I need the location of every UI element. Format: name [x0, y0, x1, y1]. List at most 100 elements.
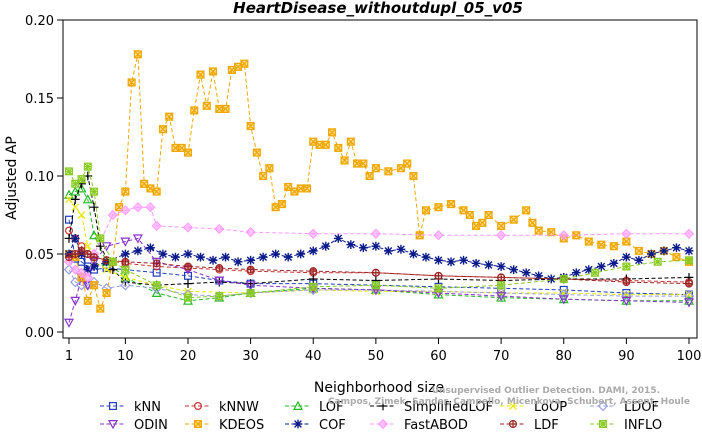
data-point-cof	[409, 249, 418, 259]
data-point-kdeos	[234, 62, 243, 71]
data-point-kdeos	[353, 159, 362, 168]
legend-item-simplifiedlof: SimplifiedLOF	[370, 400, 493, 415]
data-point-cof	[534, 271, 544, 281]
data-point-cof	[258, 252, 268, 262]
data-point-lof	[76, 183, 87, 193]
data-point-ldf	[71, 250, 80, 258]
legend-label: kNNW	[219, 400, 259, 415]
data-point-lof	[683, 295, 695, 305]
data-point-knn	[64, 215, 73, 224]
chart-title: HeartDisease_withoutdupl_05_v05	[233, 0, 523, 17]
legend-marker	[377, 418, 389, 430]
data-point-loop	[121, 273, 130, 282]
data-point-cof	[484, 260, 493, 270]
data-point-inflo	[77, 175, 86, 184]
series-line-knnw	[68, 230, 690, 283]
data-point-odin	[70, 296, 81, 307]
data-point-odin	[120, 237, 131, 247]
x-tick-label: 20	[180, 349, 197, 364]
data-point-cof	[233, 257, 243, 267]
data-point-simplifiedlof	[183, 279, 193, 289]
axes: 0.00 0.05 0.10 0.15 0.20 1 10 20 30 40 50 60 70 80 90 1…	[25, 14, 701, 364]
data-point-odin	[214, 276, 225, 286]
data-point-inflo	[685, 256, 693, 265]
data-point-ldf	[371, 268, 380, 277]
data-point-kdeos	[384, 167, 393, 176]
x-tick-label: 90	[618, 349, 635, 364]
data-point-odin	[496, 292, 507, 302]
legend-marker	[107, 420, 119, 430]
data-point-cof	[371, 241, 381, 251]
data-point-kdeos	[96, 304, 105, 313]
data-point-ldf	[622, 278, 631, 286]
data-point-kdeos	[572, 231, 581, 240]
data-point-cof	[434, 255, 443, 265]
data-point-kdeos	[140, 179, 149, 188]
legend-marker	[378, 401, 388, 411]
data-point-fastabod	[145, 202, 156, 213]
data-point-kdeos	[446, 200, 456, 209]
data-point-kdeos	[277, 200, 286, 209]
data-point-odin	[558, 295, 569, 305]
data-point-inflo	[559, 274, 568, 283]
data-point-kdeos	[359, 159, 368, 168]
y-tick-label: 0.20	[25, 14, 54, 29]
data-point-kdeos	[597, 240, 606, 249]
data-point-simplifiedlof	[70, 195, 80, 204]
data-point-lof	[82, 194, 93, 204]
x-tick-label: 60	[430, 349, 447, 364]
data-point-simplifiedlof	[95, 241, 105, 251]
data-point-cof	[308, 246, 318, 256]
legend-marker	[293, 419, 303, 429]
legend-marker	[509, 402, 517, 410]
data-point-kdeos	[421, 206, 431, 215]
legend-marker	[108, 402, 117, 411]
data-point-fastabod	[132, 202, 143, 213]
legend-label: LDF	[534, 418, 559, 433]
data-point-kdeos	[302, 184, 312, 193]
legend-item-cof: COF	[285, 418, 346, 433]
data-point-kdeos	[396, 164, 405, 173]
series-fastabod	[63, 202, 695, 283]
data-point-cof	[296, 249, 306, 259]
legend-label: KDEOS	[219, 418, 264, 433]
data-point-inflo	[215, 292, 224, 301]
data-point-ldf	[152, 259, 161, 268]
data-point-ldf	[183, 262, 192, 271]
data-point-ldf	[497, 273, 506, 282]
data-point-fastabod	[107, 209, 118, 221]
data-point-kdeos	[528, 218, 537, 227]
data-point-cof	[158, 249, 168, 259]
series-kdeos	[64, 50, 694, 313]
series-inflo	[65, 162, 693, 302]
data-point-kdeos	[158, 125, 167, 134]
data-point-kdeos	[465, 210, 474, 220]
data-point-kdeos	[183, 148, 193, 157]
data-point-inflo	[152, 281, 161, 290]
data-point-ldf	[90, 253, 99, 262]
data-point-loop	[71, 203, 80, 212]
series-line-loop	[68, 199, 689, 296]
data-point-kdeos	[509, 215, 518, 224]
data-point-odin	[151, 257, 162, 268]
data-point-inflo	[309, 282, 318, 291]
data-point-kdeos	[371, 164, 380, 173]
data-point-kdeos	[202, 101, 211, 110]
data-point-simplifiedlof	[89, 202, 99, 212]
data-point-inflo	[434, 284, 443, 293]
data-point-inflo	[246, 289, 255, 297]
data-point-kdeos	[522, 206, 531, 215]
data-point-cof	[246, 255, 256, 265]
data-point-lof	[151, 287, 162, 297]
legend-item-knn: kNN	[100, 400, 161, 415]
data-point-kdeos	[534, 226, 543, 235]
data-point-simplifiedlof	[308, 274, 318, 284]
data-point-kdeos	[196, 70, 205, 79]
data-point-kdeos	[365, 171, 374, 181]
data-point-cof	[571, 268, 581, 278]
legend-item-odin: ODIN	[100, 418, 168, 433]
data-point-fastabod	[245, 227, 256, 238]
data-point-kdeos	[334, 143, 343, 152]
data-point-cof	[521, 268, 531, 278]
legend-label: LOF	[319, 400, 344, 415]
